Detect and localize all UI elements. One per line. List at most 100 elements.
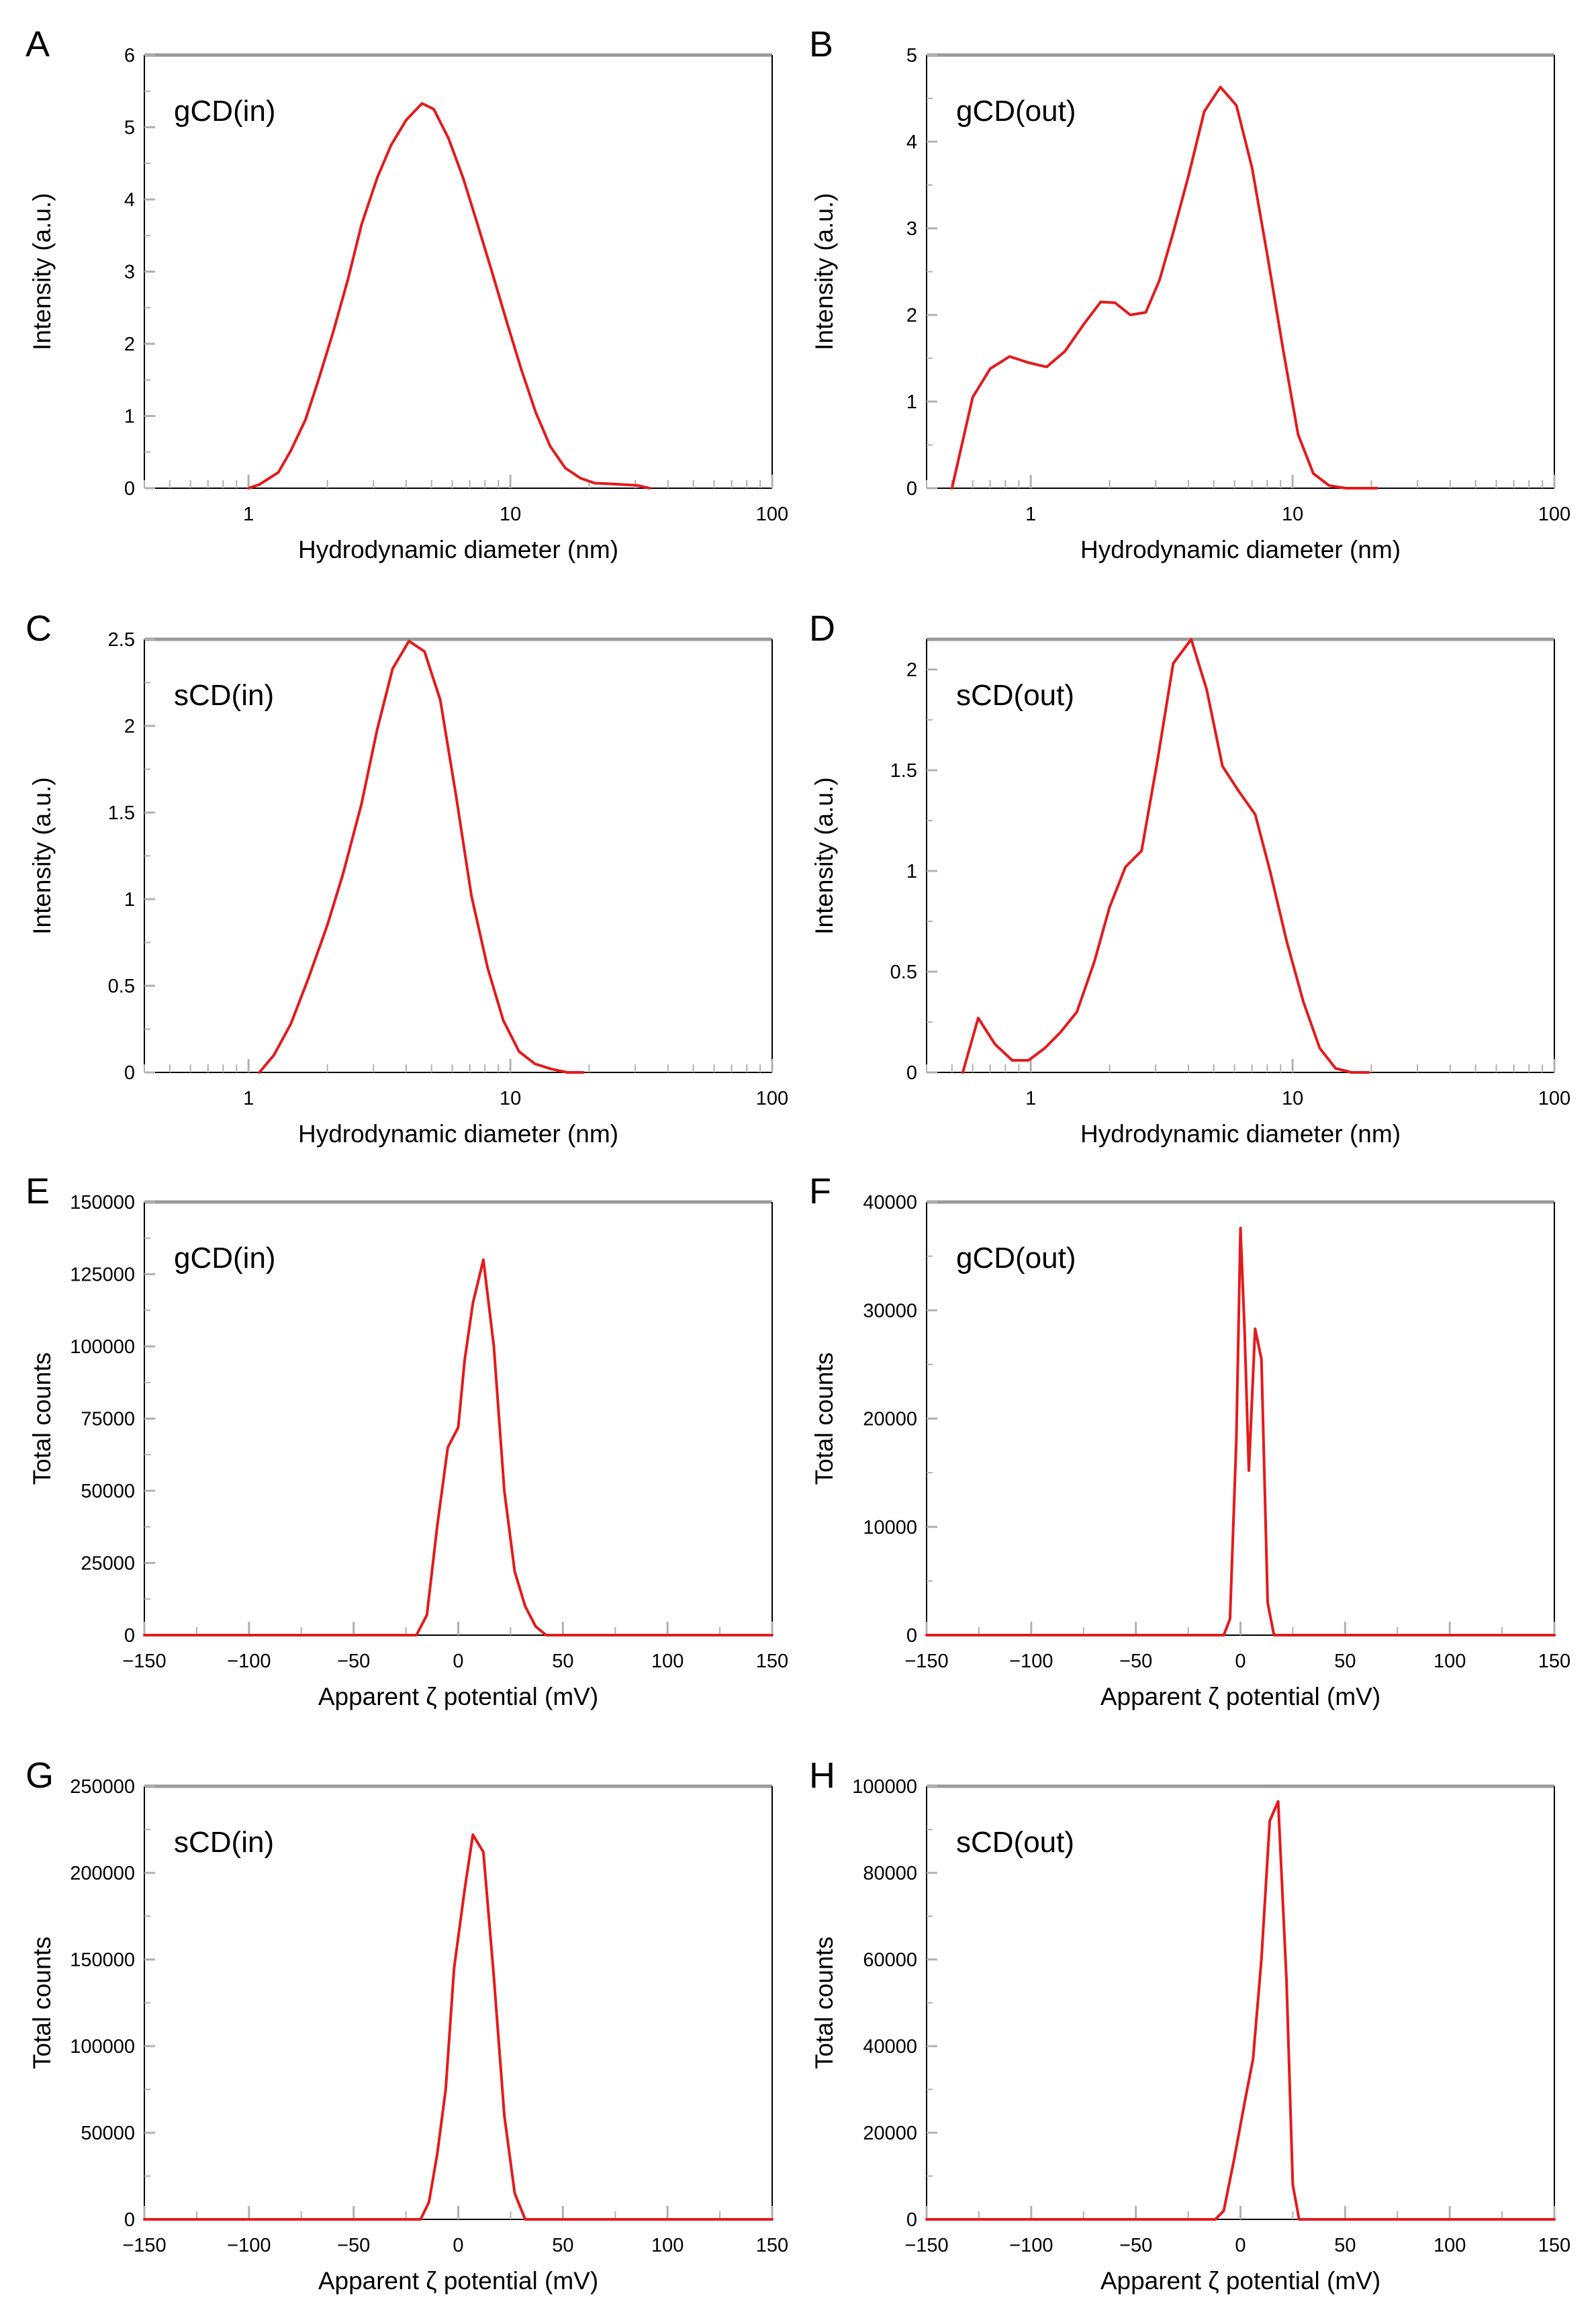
y-tick-label: 0: [906, 1625, 917, 1647]
x-tick-label: −100: [1009, 2235, 1053, 2256]
x-tick-label: 10: [500, 1088, 521, 1109]
y-tick-label: 2: [124, 334, 135, 355]
y-axis-title: Total counts: [810, 1937, 838, 2069]
series-line: [950, 85, 1378, 490]
panel-letter: H: [809, 1755, 835, 1796]
y-tick-label: 0: [124, 1062, 135, 1084]
panel-letter: C: [26, 608, 52, 649]
y-tick-label: 4: [124, 189, 135, 211]
y-axis-title: Intensity (a.u.): [810, 777, 838, 934]
x-tick-label: −150: [122, 2235, 166, 2256]
y-tick-label: 125000: [70, 1264, 135, 1286]
x-axis-title: Hydrodynamic diameter (nm): [1080, 1120, 1401, 1148]
x-tick-label: 1: [243, 1088, 254, 1109]
x-tick-label: 50: [1334, 1651, 1356, 1672]
y-tick-label: 80000: [863, 1863, 917, 1884]
y-axis-title: Intensity (a.u.): [810, 193, 838, 350]
y-axis-title: Intensity (a.u.): [28, 777, 56, 934]
chart-panel-e: −150 −100 −50 0 50 100 150 0 25000 50000 75000 1000…: [26, 1171, 788, 1710]
chart-panel-a: 1 10 100 0 1 2 3 4 5 6 Hydrodynamic diameter (nm) I…: [26, 24, 788, 563]
y-tick-label: 2: [906, 305, 917, 326]
panel-letter: F: [809, 1171, 831, 1211]
y-axis-title: Total counts: [28, 1352, 56, 1485]
panel-letter: E: [26, 1171, 50, 1211]
chart-panel-h: −150 −100 −50 0 50 100 150 0 20000 40000 60000 8000…: [809, 1755, 1570, 2295]
x-tick-label: −50: [1119, 2235, 1152, 2256]
y-tick-label: 2: [906, 659, 917, 681]
x-tick-label: 50: [1334, 2235, 1356, 2256]
series-line: [961, 638, 1370, 1074]
y-axis-title: Total counts: [810, 1352, 838, 1485]
x-tick-label: 0: [1235, 1651, 1246, 1672]
x-tick-label: 100: [1434, 2235, 1466, 2256]
y-tick-label: 75000: [81, 1409, 135, 1430]
y-tick-label: 200000: [70, 1863, 135, 1884]
x-tick-label: −50: [1119, 1651, 1152, 1672]
x-tick-label: 150: [756, 1651, 788, 1672]
y-tick-label: 1: [124, 889, 135, 911]
y-tick-label: 150000: [70, 1949, 135, 1971]
x-tick-label: 1: [243, 504, 254, 525]
y-tick-label: 2.5: [108, 629, 135, 651]
x-tick-label: 0: [1235, 2235, 1246, 2256]
y-tick-label: 1.5: [108, 802, 135, 824]
y-tick-label: 20000: [863, 1409, 917, 1430]
y-tick-label: 5: [124, 118, 135, 139]
x-tick-label: 1: [1025, 504, 1036, 525]
y-tick-label: 50000: [81, 1481, 135, 1502]
y-tick-label: 40000: [863, 2036, 917, 2058]
y-tick-label: 0.5: [108, 976, 135, 997]
chart-panel-g: −150 −100 −50 0 50 100 150 0 50000 100000 150000 20…: [26, 1755, 788, 2295]
x-tick-label: 100: [651, 2235, 684, 2256]
panel-letter: B: [809, 24, 833, 64]
series-line: [925, 1226, 1556, 1636]
sample-label: sCD(out): [956, 1826, 1074, 1859]
x-tick-label: −100: [1009, 1651, 1053, 1672]
x-tick-label: 100: [756, 504, 788, 525]
x-tick-label: −150: [904, 1651, 948, 1672]
y-tick-label: 1.5: [890, 760, 917, 782]
y-tick-label: 25000: [81, 1553, 135, 1575]
y-tick-label: 100000: [70, 2036, 135, 2058]
y-tick-label: 0: [906, 2209, 917, 2231]
x-tick-label: 10: [1282, 1088, 1303, 1109]
sample-label: sCD(in): [174, 679, 274, 712]
y-tick-label: 0: [906, 1062, 917, 1084]
x-tick-label: 100: [651, 1651, 684, 1672]
sample-label: gCD(in): [174, 1242, 276, 1275]
y-tick-label: 10000: [863, 1517, 917, 1538]
sample-label: sCD(out): [956, 679, 1074, 712]
x-tick-label: −50: [337, 1651, 370, 1672]
y-axis-title: Total counts: [28, 1937, 56, 2069]
chart-panel-c: 1 10 100 0 0.5 1 1.5 2 2.5 Hydrodynamic diameter …: [26, 608, 788, 1148]
x-tick-label: 100: [756, 1088, 788, 1109]
y-tick-label: 50000: [81, 2123, 135, 2144]
y-tick-label: 100000: [70, 1336, 135, 1358]
y-tick-label: 0: [124, 2209, 135, 2231]
x-axis-title: Hydrodynamic diameter (nm): [298, 536, 618, 563]
chart-panel-d: 1 10 100 0 0.5 1 1.5 2 Hydrodynamic diameter (nm…: [809, 608, 1570, 1148]
y-tick-label: 5: [906, 45, 917, 66]
x-tick-label: 0: [453, 2235, 463, 2256]
x-tick-label: −100: [227, 2235, 271, 2256]
x-tick-label: −100: [227, 1651, 271, 1672]
y-tick-label: 0.5: [890, 962, 917, 983]
y-tick-label: 0: [124, 1625, 135, 1647]
panel-letter: D: [809, 608, 835, 649]
x-tick-label: −150: [122, 1651, 166, 1672]
x-tick-label: 1: [1025, 1088, 1036, 1109]
x-tick-label: 50: [552, 1651, 573, 1672]
x-tick-label: 10: [500, 504, 521, 525]
x-tick-label: 150: [756, 2235, 788, 2256]
y-tick-label: 3: [124, 262, 135, 283]
series-line: [925, 1800, 1556, 2221]
y-tick-label: 0: [124, 478, 135, 500]
series-line: [258, 639, 585, 1074]
sample-label: sCD(in): [174, 1826, 274, 1859]
panel-letter: A: [26, 24, 50, 64]
y-tick-label: 4: [906, 132, 917, 153]
sample-label: gCD(out): [956, 95, 1076, 128]
x-axis-title: Apparent ζ potential (mV): [318, 1683, 598, 1710]
x-tick-label: 100: [1538, 1088, 1570, 1109]
